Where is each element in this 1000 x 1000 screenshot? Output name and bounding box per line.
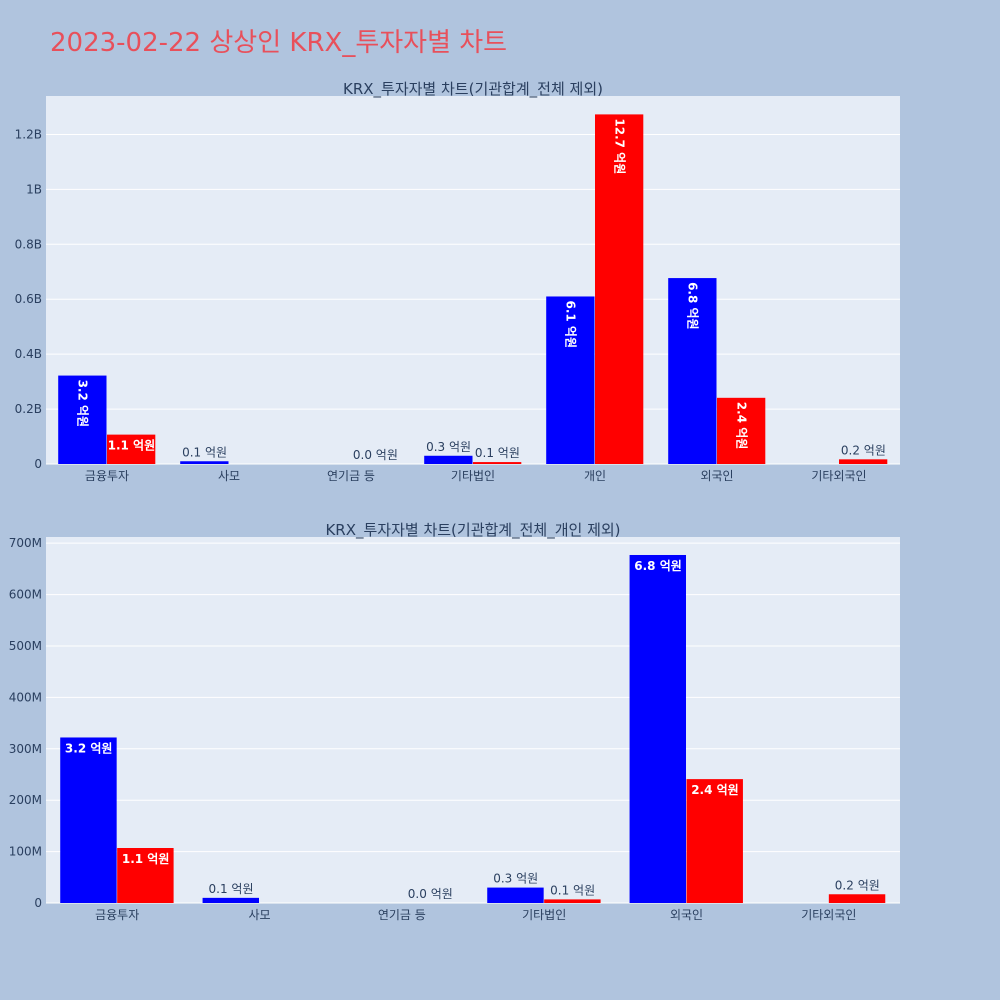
data-label: 6.8 억원 xyxy=(686,282,700,330)
bar xyxy=(828,894,886,903)
chart-title: KRX_투자자별 차트(기관합계_전체 제외) xyxy=(343,80,603,99)
bar xyxy=(717,397,766,464)
y-tick-label: 500M xyxy=(9,639,42,653)
y-tick-label: 600M xyxy=(9,588,42,602)
data-label: 0.1 억원 xyxy=(550,883,595,897)
data-label: 0.1 억원 xyxy=(475,446,520,460)
y-tick-label: 0 xyxy=(34,896,42,910)
data-label: 0.1 억원 xyxy=(209,882,254,896)
data-label: 6.1 억원 xyxy=(564,300,578,348)
y-tick-label: 400M xyxy=(9,690,42,704)
y-tick-label: 1.2B xyxy=(15,127,42,141)
bar xyxy=(629,554,686,903)
data-label: 0.3 억원 xyxy=(426,440,471,454)
data-label: 1.1 억원 xyxy=(108,439,156,453)
data-label: 1.1 억원 xyxy=(122,852,170,866)
bar xyxy=(544,899,601,903)
bar xyxy=(473,462,522,464)
bar xyxy=(424,455,473,464)
data-label: 3.2 억원 xyxy=(65,741,113,755)
x-tick-label: 기타법인 xyxy=(451,469,495,483)
data-label: 0.0 억원 xyxy=(353,448,398,462)
x-tick-label: 연기금 등 xyxy=(327,469,375,483)
bar xyxy=(686,779,743,903)
bar xyxy=(60,737,117,903)
y-tick-label: 0.4B xyxy=(15,347,42,361)
bar xyxy=(180,461,229,464)
chart-title: KRX_투자자별 차트(기관합계_전체_개인 제외) xyxy=(325,521,620,540)
x-tick-label: 외국인 xyxy=(700,469,733,483)
data-label: 2.4 억원 xyxy=(691,783,739,797)
page-title: 2023-02-22 상상인 KRX_투자자별 차트 xyxy=(50,28,508,58)
x-tick-label: 연기금 등 xyxy=(378,908,426,922)
x-tick-label: 외국인 xyxy=(670,908,703,922)
data-label: 6.8 억원 xyxy=(634,559,682,573)
y-tick-label: 300M xyxy=(9,742,42,756)
y-tick-label: 100M xyxy=(9,845,42,859)
y-tick-label: 700M xyxy=(9,536,42,550)
bar xyxy=(58,375,107,464)
x-tick-label: 기타외국인 xyxy=(811,469,866,483)
y-tick-label: 0.8B xyxy=(15,237,42,251)
data-label: 0.1 억원 xyxy=(182,445,227,459)
x-tick-label: 사모 xyxy=(248,908,270,922)
x-tick-label: 개인 xyxy=(584,469,606,483)
data-label: 0.3 억원 xyxy=(493,872,538,886)
x-tick-label: 금융투자 xyxy=(85,469,129,483)
plot-area-2 xyxy=(46,537,900,903)
bar xyxy=(117,847,174,903)
bar xyxy=(595,114,644,465)
y-tick-label: 0.6B xyxy=(15,292,42,306)
bar xyxy=(487,887,544,903)
data-label: 0.2 억원 xyxy=(841,443,886,457)
bar xyxy=(839,459,888,464)
y-tick-label: 0 xyxy=(34,457,42,471)
x-tick-label: 기타외국인 xyxy=(801,908,856,922)
data-label: 0.0 억원 xyxy=(408,887,453,901)
data-label: 0.2 억원 xyxy=(835,878,880,892)
data-label: 3.2 억원 xyxy=(76,380,90,428)
y-tick-label: 1B xyxy=(26,182,42,196)
data-label: 2.4 억원 xyxy=(734,402,748,450)
bar xyxy=(668,278,717,464)
x-tick-label: 기타법인 xyxy=(522,908,566,922)
bar xyxy=(107,434,156,464)
bar xyxy=(546,296,595,464)
y-tick-label: 0.2B xyxy=(15,402,42,416)
data-label: 12.7 억원 xyxy=(612,118,626,174)
x-tick-label: 사모 xyxy=(218,469,240,483)
bar xyxy=(202,897,259,903)
y-tick-label: 200M xyxy=(9,793,42,807)
x-tick-label: 금융투자 xyxy=(95,908,139,922)
